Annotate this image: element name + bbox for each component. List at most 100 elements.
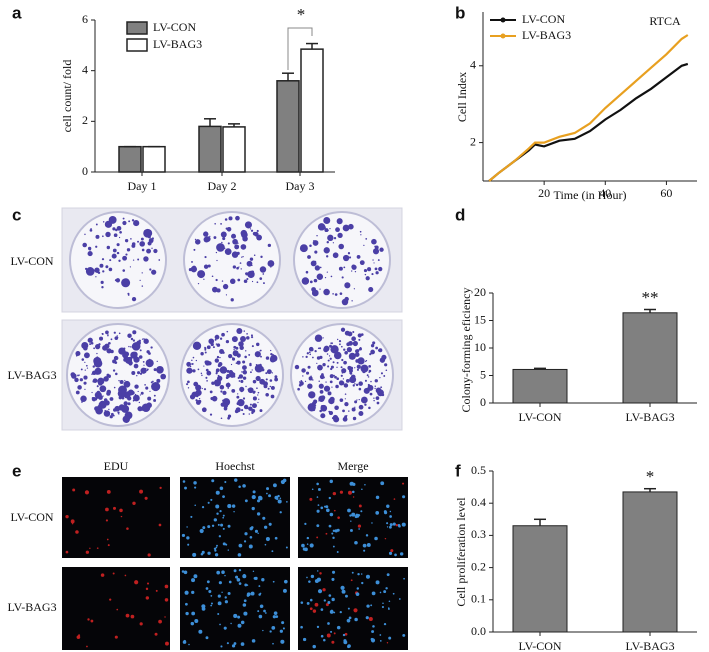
colony bbox=[320, 413, 326, 419]
colony bbox=[97, 381, 103, 386]
colony bbox=[245, 385, 247, 388]
colony bbox=[324, 277, 327, 279]
cell bbox=[331, 640, 335, 644]
colony bbox=[269, 379, 273, 382]
cell bbox=[259, 604, 264, 609]
colony bbox=[241, 371, 243, 373]
colony bbox=[252, 379, 257, 384]
cell bbox=[381, 605, 385, 609]
cell bbox=[219, 509, 222, 513]
colony bbox=[191, 359, 193, 362]
colony bbox=[139, 279, 141, 281]
column-label: Merge bbox=[337, 459, 368, 473]
cell bbox=[227, 591, 231, 595]
colony bbox=[200, 352, 204, 356]
panel-letter: e bbox=[12, 461, 21, 480]
cell bbox=[316, 577, 321, 582]
colony bbox=[308, 376, 313, 381]
colony bbox=[312, 379, 314, 381]
cell bbox=[339, 611, 342, 614]
cell bbox=[309, 543, 314, 548]
cell bbox=[325, 532, 328, 535]
colony bbox=[255, 375, 261, 382]
colony bbox=[259, 266, 267, 273]
cell bbox=[216, 544, 218, 547]
cell bbox=[325, 603, 329, 607]
cell bbox=[105, 519, 109, 522]
colony bbox=[231, 233, 237, 239]
cell bbox=[210, 602, 213, 605]
colony bbox=[89, 343, 92, 346]
colony bbox=[70, 372, 76, 377]
colony bbox=[343, 383, 349, 388]
cell bbox=[368, 616, 373, 622]
colony bbox=[122, 220, 127, 226]
legend-marker bbox=[500, 33, 506, 39]
colony bbox=[84, 233, 86, 236]
colony bbox=[249, 403, 252, 406]
colony bbox=[360, 396, 368, 404]
cell bbox=[383, 622, 387, 626]
colony bbox=[344, 282, 351, 289]
cell bbox=[258, 585, 261, 588]
cell bbox=[264, 525, 268, 529]
colony bbox=[311, 287, 316, 292]
colony bbox=[228, 354, 233, 359]
cell bbox=[326, 633, 331, 638]
colony bbox=[83, 345, 88, 351]
colony bbox=[230, 298, 234, 302]
cell bbox=[272, 642, 274, 645]
cell bbox=[186, 526, 188, 528]
colony bbox=[260, 355, 262, 358]
colony bbox=[323, 247, 330, 254]
colony bbox=[200, 372, 203, 375]
colony bbox=[370, 380, 372, 383]
cell bbox=[271, 550, 274, 553]
colony bbox=[369, 392, 373, 396]
colony bbox=[367, 267, 372, 272]
x-tick-label: Day 3 bbox=[286, 179, 315, 193]
colony bbox=[221, 241, 223, 244]
colony bbox=[245, 350, 247, 352]
colony bbox=[118, 379, 120, 382]
colony bbox=[223, 406, 228, 411]
colony bbox=[259, 277, 263, 280]
cell bbox=[341, 589, 346, 594]
row-label: LV-CON bbox=[10, 254, 53, 268]
colony bbox=[119, 230, 122, 234]
cell bbox=[251, 639, 256, 643]
cell bbox=[300, 601, 304, 604]
colony bbox=[257, 366, 263, 371]
x-tick-label: LV-CON bbox=[518, 639, 561, 652]
colony bbox=[242, 413, 245, 416]
colony bbox=[316, 362, 318, 365]
cell bbox=[225, 543, 228, 546]
colony bbox=[226, 330, 229, 333]
colony bbox=[118, 347, 126, 355]
colony bbox=[336, 338, 339, 341]
colony bbox=[226, 226, 232, 232]
cell bbox=[356, 587, 360, 590]
colony bbox=[133, 399, 136, 401]
row-label: LV-CON bbox=[10, 510, 53, 524]
colony bbox=[360, 364, 369, 373]
colony bbox=[121, 396, 125, 400]
cell bbox=[254, 576, 258, 581]
colony bbox=[368, 369, 372, 373]
cell bbox=[233, 613, 238, 619]
colony bbox=[151, 247, 153, 249]
panel-letter: a bbox=[12, 3, 22, 22]
colony bbox=[344, 351, 348, 355]
colony bbox=[318, 336, 321, 339]
cell bbox=[215, 490, 220, 495]
colony bbox=[193, 248, 196, 251]
colony bbox=[239, 386, 245, 392]
cell bbox=[134, 580, 139, 585]
colony bbox=[187, 380, 190, 384]
colony bbox=[269, 385, 272, 388]
cell bbox=[199, 528, 204, 534]
y-tick-label: 0 bbox=[480, 395, 486, 409]
colony bbox=[228, 370, 234, 375]
colony bbox=[343, 360, 347, 365]
colony bbox=[99, 385, 107, 393]
